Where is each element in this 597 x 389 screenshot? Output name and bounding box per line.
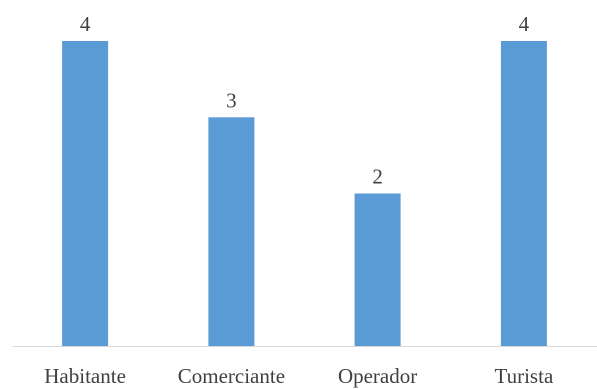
bars-group bbox=[62, 41, 547, 347]
bar-operador bbox=[354, 193, 401, 346]
category-label-operador: Operador bbox=[338, 364, 417, 388]
bar-habitante bbox=[62, 41, 109, 346]
category-label-habitante: Habitante bbox=[44, 364, 126, 388]
bar-comerciante bbox=[208, 117, 255, 347]
data-label-turista: 4 bbox=[519, 12, 530, 36]
data-label-comerciante: 3 bbox=[226, 88, 237, 112]
category-label-comerciante: Comerciante bbox=[178, 364, 285, 388]
data-label-operador: 2 bbox=[372, 165, 383, 189]
category-label-turista: Turista bbox=[495, 364, 554, 388]
data-labels-group: 4 3 2 4 bbox=[80, 12, 530, 189]
data-label-habitante: 4 bbox=[80, 12, 91, 36]
bar-turista bbox=[500, 41, 547, 346]
category-labels-group: Habitante Comerciante Operador Turista bbox=[44, 364, 554, 388]
